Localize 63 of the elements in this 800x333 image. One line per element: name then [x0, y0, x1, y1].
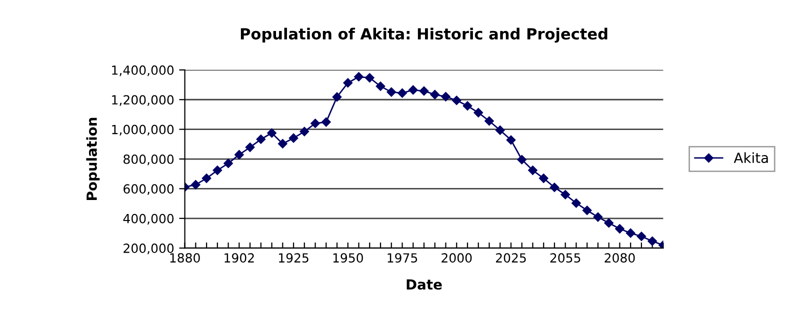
point [430, 90, 440, 100]
point [517, 154, 526, 164]
point [560, 190, 570, 200]
point [484, 116, 494, 126]
y-axis-title: Population [86, 118, 100, 200]
point [224, 158, 233, 168]
y-tick-label: 200,000 [124, 244, 174, 254]
x-tick-label: 1975 [388, 253, 418, 263]
point [310, 118, 320, 128]
point [234, 150, 244, 160]
point [495, 126, 505, 135]
point [419, 86, 429, 96]
point [288, 133, 298, 143]
point [506, 135, 516, 145]
point [256, 134, 266, 144]
point [343, 78, 353, 88]
point [267, 128, 276, 138]
point [332, 92, 342, 102]
point [191, 180, 200, 190]
x-tick-label: 1902 [224, 253, 254, 263]
chart-title: Population of Akita: Historic and Projected [240, 28, 608, 43]
x-tick-label: 1950 [333, 253, 363, 263]
point [202, 174, 212, 183]
point [278, 139, 288, 148]
point [538, 174, 548, 183]
point [441, 92, 450, 102]
point [452, 96, 462, 105]
point [398, 88, 407, 98]
point [376, 82, 386, 91]
y-tick-label: 1,000,000 [112, 124, 174, 136]
point [408, 85, 418, 95]
point [528, 166, 538, 175]
x-tick-label: 2055 [550, 253, 580, 263]
x-tick-label: 2080 [604, 253, 635, 263]
y-tick-label: 400,000 [123, 214, 174, 225]
point [386, 87, 396, 97]
x-tick-label: 1880 [170, 253, 200, 263]
point [572, 198, 581, 208]
y-tick-label: 600,000 [124, 184, 174, 195]
point [462, 101, 472, 110]
point [636, 232, 646, 241]
point [615, 224, 624, 234]
point [550, 182, 560, 192]
point [474, 108, 483, 118]
point [245, 142, 255, 152]
point [365, 73, 374, 82]
y-tick-label: 800,000 [124, 154, 174, 166]
x-axis-title: Date [406, 279, 442, 290]
point [212, 166, 222, 175]
point [354, 72, 364, 82]
point [582, 206, 592, 215]
point [648, 236, 657, 246]
point [593, 212, 603, 222]
y-tick-label: 1,400,000 [112, 65, 174, 76]
point [300, 126, 310, 136]
y-tick-label: 1,200,000 [112, 95, 174, 106]
point [626, 228, 636, 238]
legend-label: Akita [734, 152, 768, 164]
point [604, 218, 614, 228]
x-tick-label: 2000 [442, 253, 472, 263]
point [322, 117, 331, 127]
x-tick-label: 2025 [496, 253, 526, 263]
x-tick-label: 1925 [278, 253, 308, 263]
